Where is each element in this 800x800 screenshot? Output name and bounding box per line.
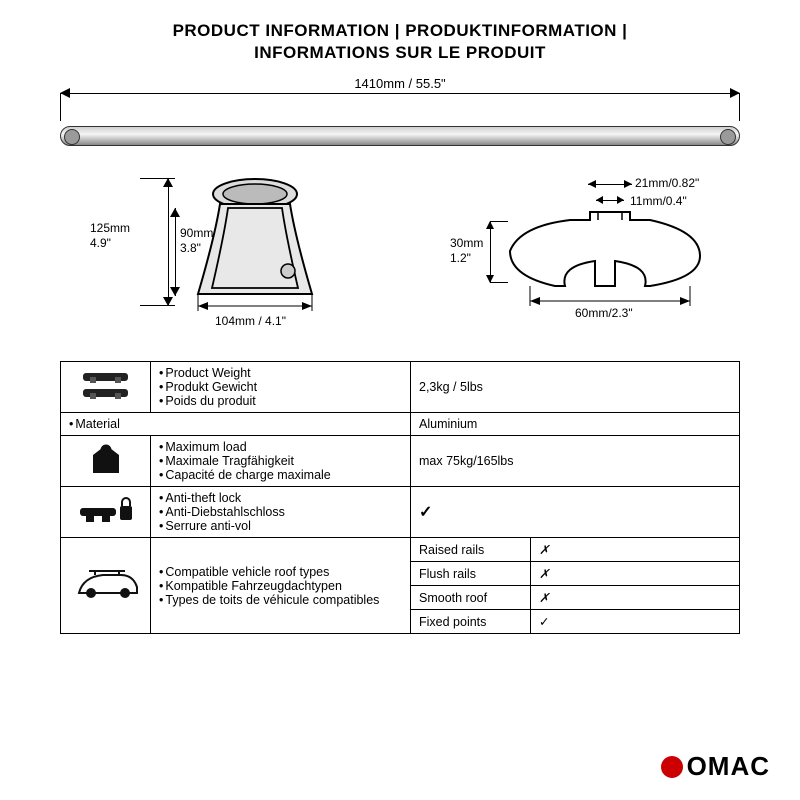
weight-icon [61,362,151,413]
page-title: PRODUCT INFORMATION | PRODUKTINFORMATION… [60,20,740,64]
top-dimension-label: 1410mm / 55.5" [60,76,740,91]
title-line-1: PRODUCT INFORMATION | PRODUKTINFORMATION… [60,20,740,42]
load-icon [61,436,151,487]
logo-dot-icon [661,756,683,778]
profile-slot-outer: 21mm/0.82" [635,176,699,190]
row-compat-0: Compatible vehicle roof types Kompatible… [61,538,740,562]
brand-logo: OMAC [661,751,770,782]
weight-value: 2,3kg / 5lbs [411,362,740,413]
compat-name-0: Raised rails [411,538,531,562]
weight-labels: Product Weight Produkt Gewicht Poids du … [151,362,411,413]
load-labels: Maximum load Maximale Tragfähigkeit Capa… [151,436,411,487]
compat-val-2: ✗ [531,586,740,610]
profile-width: 60mm/2.3" [575,306,633,320]
compat-labels: Compatible vehicle roof types Kompatible… [151,538,411,634]
compat-val-1: ✗ [531,562,740,586]
bracket-h-inner: 90mm 3.8" [180,226,213,255]
top-dimension-line [60,93,740,105]
compat-name-2: Smooth roof [411,586,531,610]
row-lock: Anti-theft lock Anti-Diebstahlschloss Se… [61,487,740,538]
load-value: max 75kg/165lbs [411,436,740,487]
profile-slot-inner: 11mm/0.4" [630,194,687,208]
profile-height: 30mm 1.2" [450,236,483,265]
lock-value: ✓ [411,487,740,538]
row-material: Material Aluminium [61,413,740,436]
profile-svg [500,206,710,316]
spec-table: Product Weight Produkt Gewicht Poids du … [60,361,740,634]
compat-name-3: Fixed points [411,610,531,634]
material-labels: Material [61,413,411,436]
lock-icon [61,487,151,538]
compat-val-3: ✓ [531,610,740,634]
row-weight: Product Weight Produkt Gewicht Poids du … [61,362,740,413]
crossbar-illustration [60,126,740,146]
bracket-width: 104mm / 4.1" [215,314,286,328]
row-load: Maximum load Maximale Tragfähigkeit Capa… [61,436,740,487]
logo-text: OMAC [687,751,770,782]
lock-labels: Anti-theft lock Anti-Diebstahlschloss Se… [151,487,411,538]
vehicle-icon [61,538,151,634]
compat-name-1: Flush rails [411,562,531,586]
bracket-diagram: 125mm 4.9" 90mm 3.8" 104mm / 4.1" [60,166,380,346]
profile-diagram: 21mm/0.82" 11mm/0.4" 30mm 1.2" 60mm/2.3" [420,166,740,346]
compat-val-0: ✗ [531,538,740,562]
bracket-h-outer: 125mm 4.9" [90,221,130,250]
diagram-row: 125mm 4.9" 90mm 3.8" 104mm / 4.1" 21mm/0 [60,166,740,346]
top-dimension-block: 1410mm / 55.5" [60,76,740,126]
title-line-2: INFORMATIONS SUR LE PRODUIT [60,42,740,64]
material-value: Aluminium [411,413,740,436]
